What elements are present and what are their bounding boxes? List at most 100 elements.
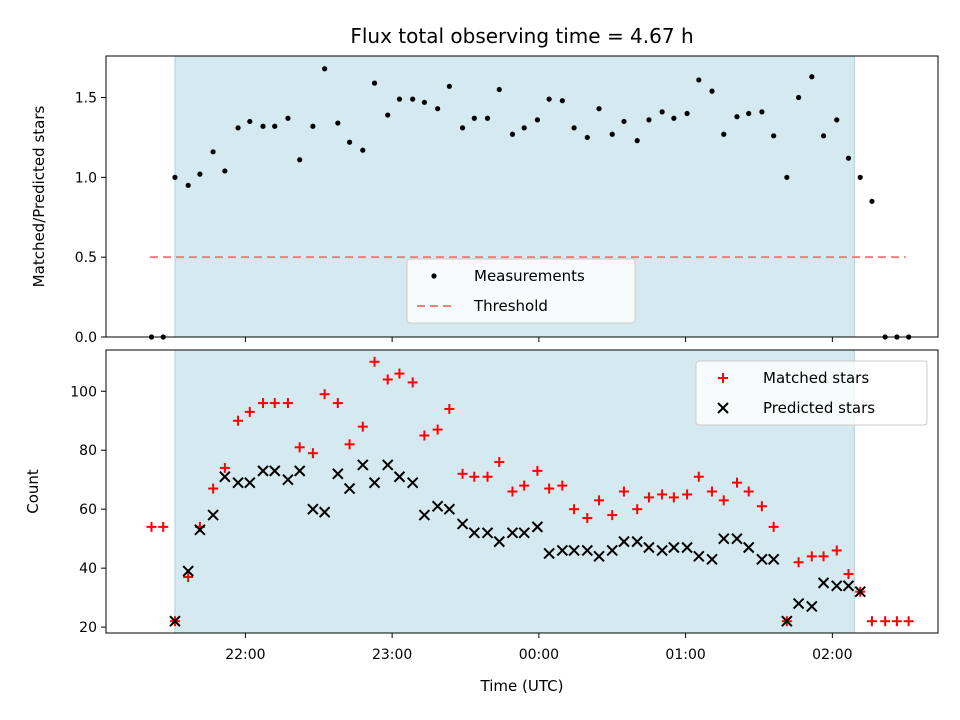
data-point bbox=[518, 527, 530, 539]
data-point bbox=[656, 544, 668, 557]
data-point bbox=[456, 518, 469, 530]
data-point bbox=[343, 482, 356, 495]
data-point bbox=[369, 356, 380, 367]
data-point bbox=[756, 553, 768, 566]
data-point bbox=[459, 125, 466, 131]
data-point bbox=[446, 83, 452, 89]
x-tick-label: 00:00 bbox=[519, 647, 559, 663]
data-point bbox=[494, 457, 505, 468]
data-point bbox=[618, 486, 629, 497]
data-point bbox=[484, 115, 491, 121]
data-point bbox=[784, 174, 790, 180]
data-point bbox=[219, 462, 230, 473]
data-point bbox=[257, 465, 269, 477]
data-point bbox=[584, 134, 590, 141]
ratio-panel: 0.0 0.5 1.0 1.5 Matched/Predicted stars Measu… bbox=[30, 55, 939, 346]
data-point bbox=[731, 477, 742, 488]
data-point bbox=[557, 480, 568, 491]
data-point bbox=[357, 459, 369, 471]
data-point bbox=[634, 138, 640, 144]
data-point bbox=[182, 565, 194, 577]
data-point bbox=[322, 66, 328, 72]
data-point bbox=[734, 114, 740, 120]
data-point bbox=[795, 94, 802, 101]
data-point bbox=[244, 406, 255, 417]
data-point bbox=[621, 118, 627, 125]
data-point bbox=[233, 415, 244, 426]
legend-marker bbox=[717, 402, 729, 414]
data-point bbox=[854, 586, 866, 598]
y-tick-label: 80 bbox=[79, 443, 97, 459]
data-point bbox=[258, 398, 269, 409]
data-point bbox=[493, 535, 505, 548]
data-point bbox=[743, 541, 755, 554]
data-point bbox=[544, 483, 555, 494]
data-point bbox=[208, 483, 219, 494]
data-point bbox=[297, 157, 303, 163]
data-point bbox=[146, 521, 157, 532]
data-point bbox=[607, 510, 618, 521]
data-point bbox=[718, 495, 729, 506]
legend-marker bbox=[431, 273, 437, 279]
data-point bbox=[394, 368, 405, 379]
data-point bbox=[632, 504, 643, 515]
data-point bbox=[543, 547, 555, 560]
data-point bbox=[443, 503, 456, 515]
data-point bbox=[668, 541, 680, 554]
data-point bbox=[831, 580, 843, 592]
data-point bbox=[318, 506, 331, 518]
data-point bbox=[294, 442, 305, 453]
data-point bbox=[481, 527, 494, 539]
data-point bbox=[222, 168, 228, 174]
data-point bbox=[468, 527, 481, 539]
data-point bbox=[197, 171, 203, 177]
y-tick-label: 20 bbox=[79, 620, 97, 636]
data-point bbox=[696, 77, 702, 83]
data-point bbox=[260, 123, 266, 129]
y-tick-label: 0.0 bbox=[75, 330, 97, 346]
data-point bbox=[169, 615, 181, 627]
legend-label: Matched stars bbox=[763, 369, 869, 387]
data-point bbox=[866, 616, 877, 627]
data-point bbox=[432, 424, 443, 435]
data-point bbox=[532, 465, 543, 476]
data-point bbox=[771, 133, 777, 139]
data-point bbox=[806, 551, 817, 562]
legend-label: Threshold bbox=[473, 297, 548, 315]
series-matched-stars bbox=[146, 356, 914, 627]
data-point bbox=[869, 198, 875, 204]
data-point bbox=[332, 468, 344, 480]
data-point bbox=[546, 96, 552, 102]
data-point bbox=[834, 117, 840, 123]
data-point bbox=[506, 527, 519, 539]
data-point bbox=[471, 115, 477, 121]
x-tick-label: 23:00 bbox=[372, 647, 412, 663]
data-point bbox=[606, 544, 618, 557]
chart-title: Flux total observing time = 4.67 h bbox=[350, 24, 693, 48]
data-point bbox=[183, 571, 194, 582]
data-point bbox=[768, 521, 779, 532]
data-point bbox=[219, 471, 231, 483]
data-point bbox=[382, 459, 394, 471]
data-point bbox=[843, 569, 854, 580]
data-point bbox=[531, 521, 544, 533]
x-tick-label: 02:00 bbox=[812, 647, 852, 663]
data-point bbox=[903, 616, 914, 627]
count-panel: 20 40 60 80 100 22:00 23:00 00:00 01:00 02:00 Coun… bbox=[24, 349, 939, 663]
data-point bbox=[820, 133, 827, 139]
axes-frame bbox=[105, 349, 939, 634]
data-point bbox=[406, 476, 419, 489]
data-point bbox=[845, 155, 852, 161]
y-axis-label: Matched/Predicted stars bbox=[30, 106, 48, 288]
data-point bbox=[272, 123, 278, 129]
data-point bbox=[293, 465, 306, 477]
data-point bbox=[806, 600, 818, 613]
data-point bbox=[596, 106, 602, 112]
data-point bbox=[631, 535, 643, 548]
data-point bbox=[571, 125, 577, 131]
data-point bbox=[743, 486, 754, 497]
series-measurements bbox=[148, 66, 912, 340]
data-point bbox=[509, 131, 516, 137]
series-predicted-stars bbox=[169, 459, 866, 627]
